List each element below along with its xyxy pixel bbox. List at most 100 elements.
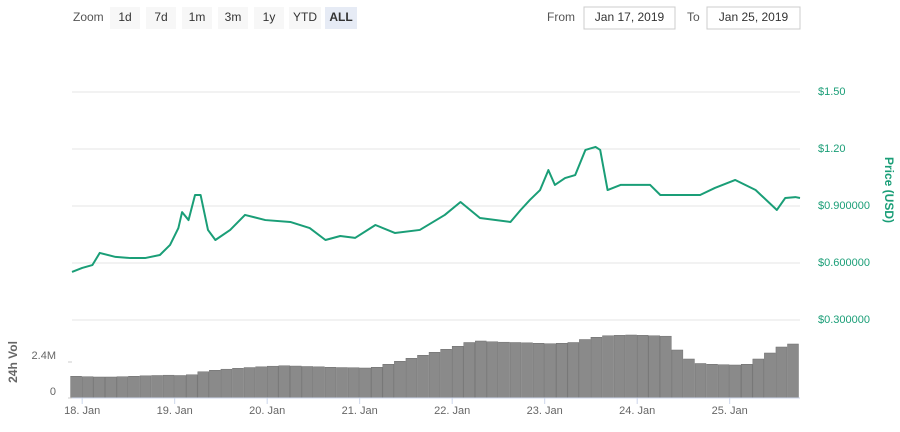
volume-bar <box>324 367 337 399</box>
zoom-button-bg[interactable] <box>182 7 212 29</box>
volume-bar <box>764 352 776 399</box>
volume-bar <box>370 367 383 399</box>
volume-bar <box>521 342 533 399</box>
volume-bar <box>648 335 660 399</box>
volume-bar <box>139 375 152 399</box>
to-label: To <box>687 10 700 24</box>
zoom-button[interactable]: 1m <box>182 7 212 29</box>
volume-bar <box>70 376 82 399</box>
zoom-button-label[interactable]: ALL <box>329 10 352 24</box>
zoom-button-bg[interactable] <box>146 7 176 29</box>
volume-bar <box>266 365 279 399</box>
to-box[interactable] <box>706 6 801 30</box>
volume-bar <box>509 342 522 399</box>
to-value[interactable]: Jan 25, 2019 <box>719 10 789 24</box>
price-axis-title: Price (USD) <box>882 157 896 223</box>
volume-bar <box>613 335 626 399</box>
zoom-button[interactable]: YTD <box>289 7 321 29</box>
volume-bar <box>301 366 314 399</box>
volume-bar <box>232 368 244 399</box>
zoom-button-label[interactable]: 1d <box>118 10 131 24</box>
volume-bar <box>532 343 545 399</box>
zoom-button[interactable]: ALL <box>325 7 357 29</box>
from-box[interactable] <box>583 6 676 30</box>
volume-bar <box>775 346 788 399</box>
zoom-button-bg[interactable] <box>110 7 140 29</box>
y-tick-label: $0.600000 <box>818 257 870 269</box>
volume-bar <box>741 364 753 399</box>
zoom-button-label[interactable]: 1m <box>189 10 206 24</box>
volume-bar <box>151 375 163 399</box>
volume-bar <box>694 363 707 399</box>
zoom-button-bg[interactable] <box>218 7 248 29</box>
volume-bar <box>243 367 256 399</box>
volume-bar <box>93 376 105 399</box>
volume-bar <box>602 335 614 399</box>
to-input[interactable]: Jan 25, 2019 <box>706 6 801 30</box>
zoom-button-label[interactable]: 3m <box>225 10 242 24</box>
volume-bar <box>336 367 348 399</box>
volume-bar <box>174 375 186 399</box>
x-tick-label: 21. Jan <box>342 405 378 417</box>
y-tick-label: 0 <box>50 386 56 398</box>
from-label: From <box>547 10 575 24</box>
y-tick-label: $1.50 <box>818 86 846 98</box>
volume-bar <box>394 361 406 399</box>
zoom-button-bg[interactable] <box>254 7 284 29</box>
volume-bar <box>486 341 499 399</box>
from-input[interactable]: Jan 17, 2019 <box>583 6 676 30</box>
volume-bar <box>579 339 591 399</box>
volume-bar <box>706 364 718 399</box>
volume-bar <box>636 335 649 399</box>
zoom-button[interactable]: 7d <box>146 7 176 29</box>
volume-bar <box>567 342 580 399</box>
zoom-button-label[interactable]: 7d <box>154 10 167 24</box>
volume-bar <box>105 376 117 399</box>
volume-bar <box>382 364 395 399</box>
x-tick-label: 19. Jan <box>157 405 193 417</box>
volume-bar <box>405 358 418 399</box>
y-tick-label: $0.300000 <box>818 314 870 326</box>
volume-bar <box>671 349 684 399</box>
volume-bar <box>463 342 475 399</box>
zoom-button-bg[interactable] <box>289 7 321 29</box>
x-tick-label: 22. Jan <box>434 405 470 417</box>
volume-bar <box>81 376 94 399</box>
volume-bar <box>278 365 290 399</box>
zoom-button-label[interactable]: YTD <box>293 10 317 24</box>
volume-bar <box>475 340 487 399</box>
volume-bar <box>116 376 129 399</box>
zoom-button[interactable]: 3m <box>218 7 248 29</box>
zoom-button[interactable]: 1d <box>110 7 140 29</box>
zoom-button[interactable]: 1y <box>254 7 284 29</box>
volume-bar <box>729 364 741 399</box>
y-tick-label: $0.900000 <box>818 200 870 212</box>
volume-bar <box>660 335 672 399</box>
volume-bar <box>787 343 799 399</box>
volume-bar <box>290 365 302 399</box>
volume-bar <box>556 343 568 399</box>
volume-bar <box>347 367 360 399</box>
volume-bar <box>220 368 233 399</box>
volume-bar <box>417 355 429 399</box>
volume-bar <box>683 358 695 399</box>
volume-bar <box>209 370 221 399</box>
volume-bar <box>752 358 765 399</box>
volume-bar <box>128 376 140 399</box>
volume-bar <box>313 366 325 399</box>
price-line <box>71 145 801 273</box>
volume-axis-title: 24h Vol <box>6 341 20 383</box>
volume-bar <box>428 352 441 399</box>
volume-bar <box>451 346 464 399</box>
volume-bar <box>717 364 730 399</box>
volume-bar <box>590 337 603 399</box>
x-tick-label: 23. Jan <box>527 405 563 417</box>
volume-bar <box>544 343 556 399</box>
from-value[interactable]: Jan 17, 2019 <box>595 10 665 24</box>
volume-bar <box>197 371 210 399</box>
zoom-button-bg[interactable] <box>325 7 357 29</box>
zoom-button-label[interactable]: 1y <box>263 10 276 24</box>
volume-bar <box>185 374 198 399</box>
